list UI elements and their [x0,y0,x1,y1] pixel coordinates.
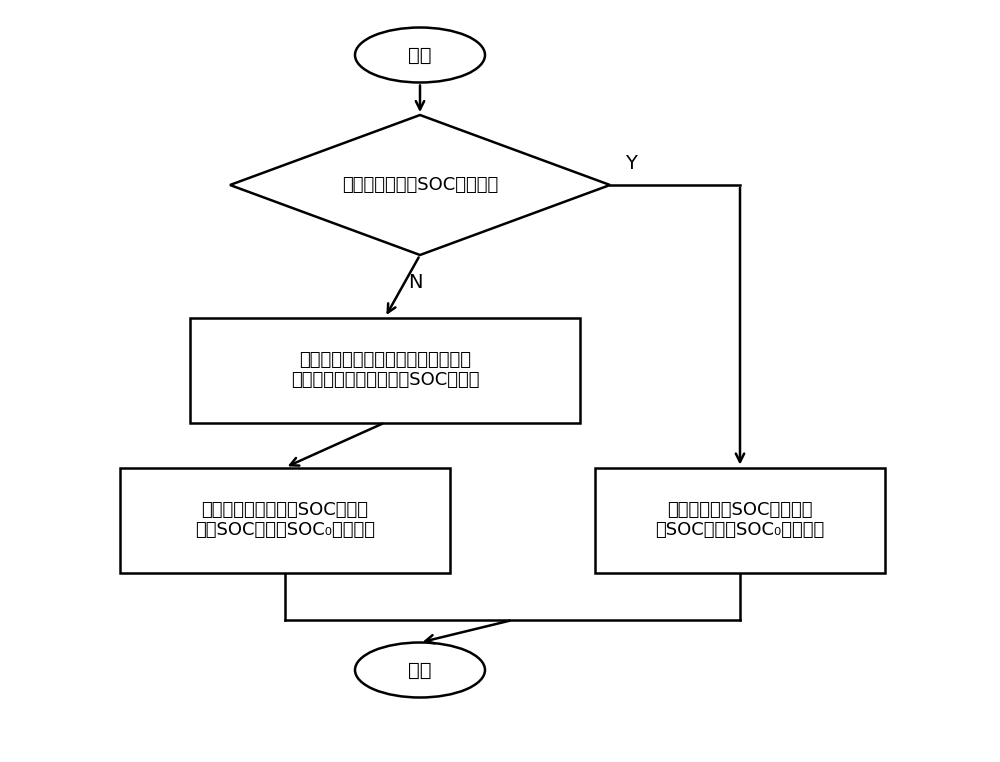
Text: N: N [408,273,422,292]
Text: 开始: 开始 [408,46,432,65]
Text: 将用户设置的SOC维持值作: 将用户设置的SOC维持值作 [667,501,813,519]
Text: 结束: 结束 [408,661,432,680]
Text: 获取环境温度，并根据环境温度查表: 获取环境温度，并根据环境温度查表 [299,351,471,369]
Text: 为SOC维持点SOC₀，并输出: 为SOC维持点SOC₀，并输出 [655,521,825,539]
Text: 收到用户设置的SOC维持值？: 收到用户设置的SOC维持值？ [342,176,498,194]
FancyBboxPatch shape [120,468,450,572]
Text: 将与环境温度对应的SOC维持值: 将与环境温度对应的SOC维持值 [202,501,368,519]
Text: ，获得与环境温度对应的SOC维持值: ，获得与环境温度对应的SOC维持值 [291,371,479,389]
FancyBboxPatch shape [595,468,885,572]
Text: Y: Y [625,154,637,173]
FancyBboxPatch shape [190,318,580,422]
Text: 作为SOC维持点SOC₀，并输出: 作为SOC维持点SOC₀，并输出 [195,521,375,539]
